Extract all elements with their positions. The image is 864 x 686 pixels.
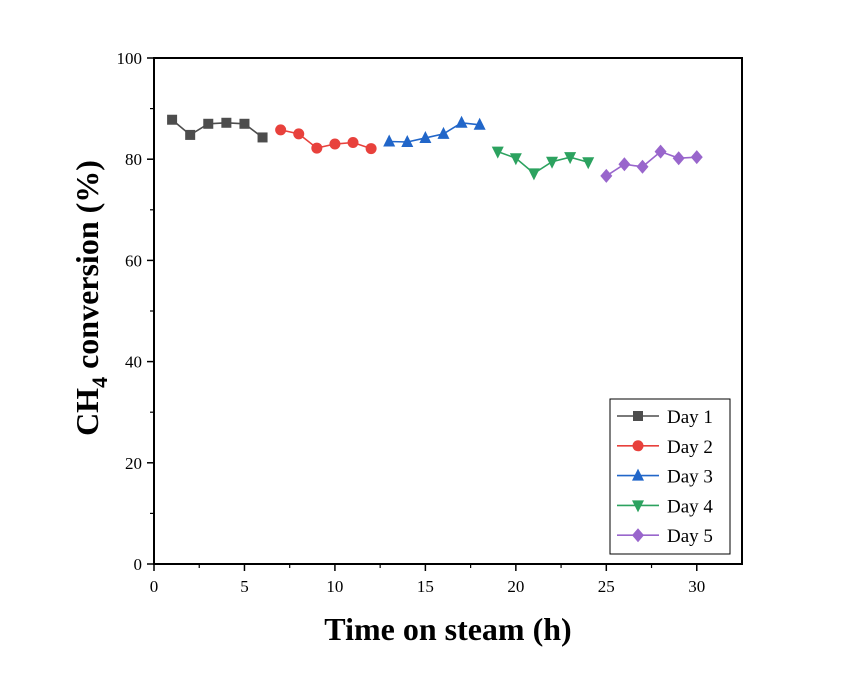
data-point	[564, 152, 577, 165]
data-point	[582, 157, 595, 170]
y-axis-title: CH4 conversion (%)	[69, 160, 112, 436]
series-day-5	[600, 144, 703, 183]
data-point	[401, 134, 414, 147]
data-point	[618, 157, 631, 172]
data-point	[221, 117, 232, 128]
data-point	[672, 151, 685, 166]
data-point	[257, 132, 268, 143]
y-tick-label: 80	[125, 150, 142, 169]
data-point	[275, 124, 287, 136]
data-point	[383, 134, 396, 147]
series-layer	[167, 114, 703, 183]
data-point	[473, 117, 486, 130]
data-point	[365, 143, 377, 155]
y-axis-title-main: CH	[69, 388, 105, 436]
data-point	[546, 156, 559, 169]
y-tick-label: 60	[125, 251, 142, 270]
data-point	[654, 144, 667, 159]
y-tick-label: 100	[117, 49, 143, 68]
data-point	[203, 118, 214, 129]
data-point	[311, 142, 323, 154]
legend-marker	[632, 468, 644, 481]
data-point	[527, 168, 540, 181]
x-tick-label: 20	[507, 577, 524, 596]
legend-box	[609, 398, 731, 555]
x-tick-label: 10	[326, 577, 343, 596]
data-point	[329, 138, 341, 150]
legend-marker	[632, 440, 644, 452]
x-tick-label: 25	[598, 577, 615, 596]
series-day-1	[167, 114, 268, 143]
data-point	[437, 126, 450, 139]
y-tick-label: 20	[125, 454, 142, 473]
x-tick-label: 5	[240, 577, 249, 596]
legend: Day 1 Day 2 Day 3 Day 4 Day 5	[609, 398, 731, 555]
y-axis-title-rest: conversion (%)	[69, 160, 105, 377]
y-tick-label: 40	[125, 353, 142, 372]
y-tick-label: 0	[134, 555, 143, 574]
data-point	[167, 114, 178, 125]
data-point	[600, 168, 613, 183]
data-point	[419, 130, 432, 143]
x-tick-label: 0	[150, 577, 159, 596]
x-axis-title: Time on steam (h)	[324, 611, 571, 647]
data-point	[293, 128, 305, 140]
legend-label: Day 3	[667, 467, 713, 488]
legend-label: Day 1	[667, 407, 713, 428]
data-point	[347, 137, 359, 149]
data-point	[690, 150, 703, 165]
x-tick-label: 15	[417, 577, 434, 596]
legend-label: Day 5	[667, 526, 713, 547]
series-day-3	[383, 115, 486, 147]
legend-marker	[633, 411, 643, 421]
data-point	[239, 118, 250, 129]
data-point	[636, 159, 649, 174]
series-day-4	[491, 146, 595, 181]
data-point	[509, 153, 522, 166]
legend-marker	[632, 528, 644, 543]
axes: 0 5 10 15 20 25 30 0 20 40 60 80 100	[117, 49, 706, 596]
series-day-2	[275, 124, 377, 155]
legend-label: Day 4	[667, 496, 713, 517]
legend-marker	[632, 500, 644, 513]
x-tick-label: 30	[688, 577, 705, 596]
legend-label: Day 2	[667, 437, 713, 458]
y-axis-title-subscript: 4	[87, 377, 112, 388]
data-point	[455, 115, 468, 128]
data-point	[185, 129, 196, 140]
data-point	[491, 146, 504, 159]
